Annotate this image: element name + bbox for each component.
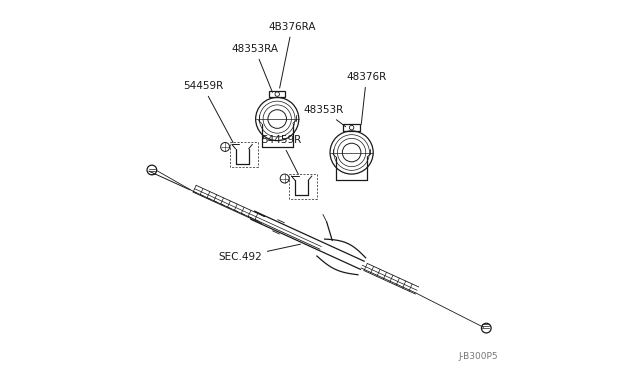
Text: 48353R: 48353R <box>303 105 346 127</box>
Bar <box>269 91 285 97</box>
Text: 54459R: 54459R <box>182 81 233 142</box>
Text: J-B300P5: J-B300P5 <box>458 352 498 361</box>
Text: 4B376RA: 4B376RA <box>268 22 316 88</box>
Text: 48353RA: 48353RA <box>232 44 278 92</box>
Text: 54459R: 54459R <box>261 135 301 174</box>
Text: 48376R: 48376R <box>346 72 387 125</box>
Text: SEC.492: SEC.492 <box>218 244 300 262</box>
Bar <box>344 124 360 131</box>
